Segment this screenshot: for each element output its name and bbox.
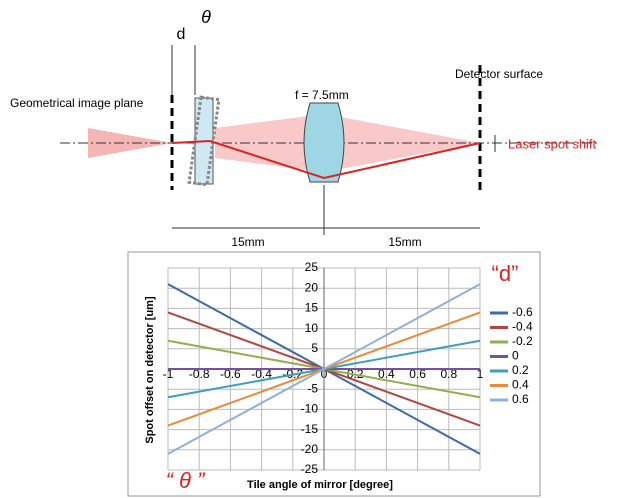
x-annotation: “ θ ” <box>166 468 206 493</box>
legend-label: -0.4 <box>512 320 533 334</box>
theta-label: θ <box>201 7 211 27</box>
legend-label: 0.4 <box>512 378 529 392</box>
y-tick-label: 10 <box>305 321 319 335</box>
y-tick-label: 5 <box>311 341 318 355</box>
legend-title: “d” <box>492 261 519 286</box>
y-tick-label: 25 <box>305 260 319 274</box>
x-axis-label: Tile angle of mirror [degree] <box>247 479 393 491</box>
d-label: d <box>177 26 186 43</box>
legend-label: 0.6 <box>512 392 529 406</box>
image-plane-label: Geometrical image plane <box>10 96 144 110</box>
distance-label: 15mm <box>388 235 421 249</box>
y-tick-label: -25 <box>301 462 319 476</box>
figure: d θ Geometrical image plane f = 7.5mm De… <box>0 0 627 498</box>
y-tick-label: 15 <box>305 301 319 315</box>
legend-label: -0.2 <box>512 334 533 348</box>
lens <box>304 103 344 182</box>
y-axis-label: Spot offset on detector [um] <box>144 296 156 444</box>
diagram: d θ Geometrical image plane f = 7.5mm De… <box>10 7 600 249</box>
focal-label: f = 7.5mm <box>295 88 349 102</box>
legend-label: 0 <box>512 349 519 363</box>
y-tick-label: -15 <box>301 422 319 436</box>
y-tick-label: -10 <box>301 402 319 416</box>
y-tick-label: -5 <box>307 381 318 395</box>
shift-label: Laser spot shift <box>508 136 597 151</box>
y-tick-label: -20 <box>301 442 319 456</box>
distance-label: 15mm <box>231 235 264 249</box>
legend-label: -0.6 <box>512 305 533 319</box>
legend-label: 0.2 <box>512 363 529 377</box>
y-tick-label: 20 <box>305 280 319 294</box>
detector-label: Detector surface <box>455 67 543 81</box>
